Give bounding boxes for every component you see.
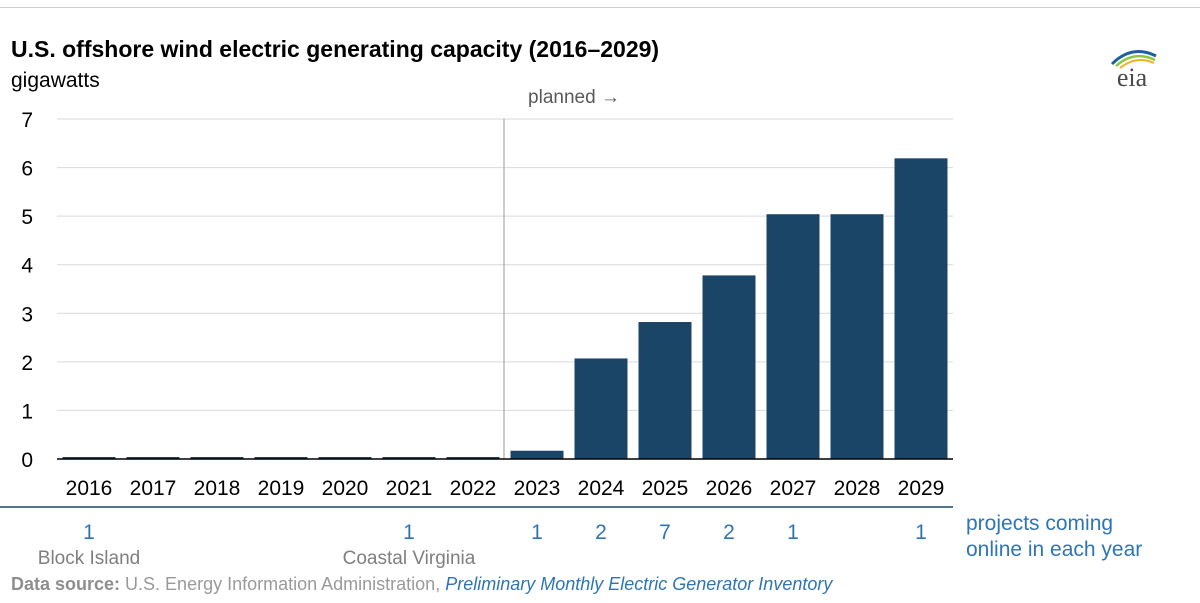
project-count: 1: [915, 521, 927, 544]
x-tick-label: 2017: [130, 477, 177, 500]
x-tick-label: 2029: [898, 477, 945, 500]
x-tick-label: 2024: [578, 477, 625, 500]
bar: [126, 457, 180, 459]
logo-text: eia: [1117, 63, 1148, 92]
project-count: 2: [723, 521, 735, 544]
x-tick-label: 2022: [450, 477, 497, 500]
x-tick-label: 2028: [834, 477, 881, 500]
chart-title: U.S. offshore wind electric generating c…: [11, 36, 660, 62]
y-tick-label: 1: [21, 400, 33, 423]
project-count: 2: [595, 521, 607, 544]
logo-arc-yellow: [1119, 58, 1155, 69]
project-count: 1: [787, 521, 799, 544]
y-tick-label: 5: [21, 206, 33, 229]
y-tick-label: 6: [21, 158, 33, 181]
data-source: Data source: U.S. Energy Information Adm…: [11, 574, 832, 595]
y-tick-label: 0: [21, 449, 33, 472]
bar: [382, 457, 436, 459]
bar: [830, 214, 884, 459]
bar: [318, 457, 372, 459]
planned-label: planned →: [528, 87, 620, 108]
bar: [702, 275, 756, 459]
x-tick-label: 2016: [66, 477, 113, 500]
bar: [766, 214, 820, 459]
units-label: gigawatts: [11, 69, 100, 92]
logo-arc-green: [1115, 54, 1156, 67]
y-tick-label: 7: [21, 109, 33, 132]
source-label: Data source:: [11, 574, 121, 594]
x-tick-label: 2018: [194, 477, 241, 500]
bars: [62, 158, 948, 460]
x-tick-label: 2027: [770, 477, 817, 500]
x-tick-label: 2021: [386, 477, 433, 500]
project-name: Coastal Virginia: [343, 548, 476, 569]
project-name: Block Island: [38, 548, 140, 569]
project-count: 7: [659, 521, 671, 544]
y-tick-label: 3: [21, 303, 33, 326]
y-tick-labels: 0 1 2 3 4 5 6 7: [21, 109, 33, 472]
project-names: Block Island Coastal Virginia: [38, 548, 476, 569]
x-tick-labels: 2016 2017 2018 2019 2020 2021 2022 2023 2024 2025…: [66, 477, 945, 500]
source-text: U.S. Energy Information Administration,: [120, 574, 446, 594]
bar: [62, 457, 116, 459]
bar: [638, 322, 692, 459]
x-tick-label: 2026: [706, 477, 753, 500]
projects-label-line: projects coming: [966, 512, 1113, 535]
bar: [446, 457, 500, 459]
x-tick-label: 2019: [258, 477, 305, 500]
projects-label-line: online in each year: [966, 538, 1142, 561]
projects-label: projects coming online in each year: [966, 512, 1142, 561]
bar: [254, 457, 308, 459]
bar: [894, 158, 948, 460]
project-count: 1: [83, 521, 95, 544]
bar: [510, 450, 564, 459]
bar: [574, 358, 628, 459]
eia-logo[interactable]: eia: [1098, 42, 1168, 94]
logo-arc-blue: [1110, 50, 1157, 66]
top-rule: [0, 7, 1200, 8]
y-tick-label: 2: [21, 352, 33, 375]
source-link[interactable]: Preliminary Monthly Electric Generator I…: [445, 574, 833, 594]
project-count: 1: [531, 521, 543, 544]
x-tick-label: 2023: [514, 477, 561, 500]
y-tick-label: 4: [21, 255, 33, 278]
bar: [190, 457, 244, 459]
project-count: 1: [403, 521, 415, 544]
x-tick-label: 2025: [642, 477, 689, 500]
x-tick-label: 2020: [322, 477, 369, 500]
